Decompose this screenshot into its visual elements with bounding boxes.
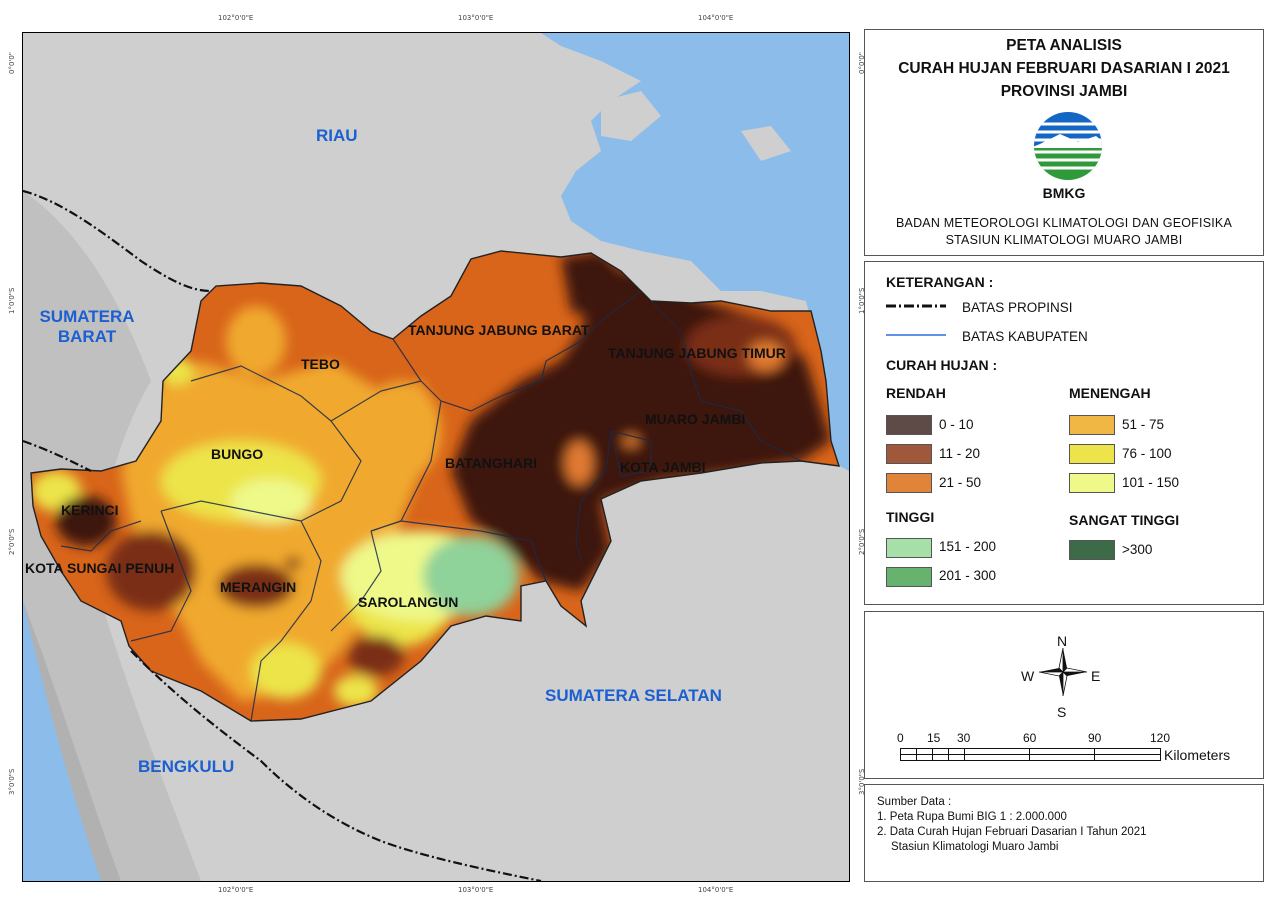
compass-scale-panel: N S W E 0 15 30 60 90 120 Kilometers: [864, 611, 1264, 779]
legend-class-76-100: 76 - 100: [1122, 446, 1172, 461]
legend-class-11-20: 11 - 20: [939, 446, 981, 461]
compass-rose-icon: [1039, 648, 1087, 696]
label-kerinci: KERINCI: [61, 502, 119, 518]
jambi-outline: [30, 250, 841, 722]
scale-tick-120: 120: [1150, 731, 1171, 745]
coord-bottom-104: 104°0'0"E: [698, 886, 734, 894]
mountain-shading: [23, 191, 201, 881]
coord-top-103: 103°0'0"E: [458, 14, 494, 22]
swatch-51-75: [1069, 415, 1115, 435]
island: [601, 91, 661, 141]
bmkg-logo-icon: [1034, 112, 1102, 180]
label-merangin: MERANGIN: [220, 579, 297, 595]
legend-class-201-300: 201 - 300: [939, 568, 997, 583]
coord-top-102: 102°0'0"E: [218, 14, 254, 22]
province-boundaries: [23, 189, 542, 881]
map-frame[interactable]: RIAU SUMATERA BARAT SUMATERA SELATAN BEN…: [22, 32, 850, 882]
scale-tick-0: 0: [897, 731, 904, 745]
scale-tick-15: 15: [927, 731, 941, 745]
legend-class-151-200: 151 - 200: [939, 539, 997, 554]
swatch-201-300: [886, 567, 932, 587]
swatch-0-10: [886, 415, 932, 435]
bmkg-logo: [1030, 110, 1106, 194]
coord-bottom-103: 103°0'0"E: [458, 886, 494, 894]
legend-class-101-150: 101 - 150: [1122, 475, 1180, 490]
sea-west: [23, 601, 101, 881]
source-line-3: Stasiun Klimatologi Muaro Jambi: [891, 841, 1059, 853]
island: [741, 126, 791, 161]
source-line-2: 2. Data Curah Hujan Februari Dasarian I …: [877, 826, 1147, 838]
agency-line-1: BADAN METEOROLOGI KLIMATOLOGI DAN GEOFIS…: [896, 216, 1232, 230]
coord-left-0: 0°0'0": [8, 51, 16, 74]
label-kota-sungai-penuh: KOTA SUNGAI PENUH: [25, 560, 175, 576]
coord-left-2: 2°0'0"S: [8, 528, 16, 555]
bmkg-logo-text: BMKG: [1042, 185, 1086, 201]
scale-tick-90: 90: [1088, 731, 1102, 745]
legend-panel: KETERANGAN : BATAS PROPINSI BATAS KABUPA…: [864, 261, 1264, 605]
compass-n: N: [1057, 633, 1068, 649]
label-riau: RIAU: [316, 126, 358, 145]
source-panel: Sumber Data : 1. Peta Rupa Bumi BIG 1 : …: [864, 784, 1264, 882]
swatch-76-100: [1069, 444, 1115, 464]
swatch-gt-300: [1069, 540, 1115, 560]
title-line-2: CURAH HUJAN FEBRUARI DASARIAN I 2021: [898, 60, 1230, 77]
legend-group-rendah: RENDAH: [886, 385, 946, 401]
compass-s: S: [1057, 704, 1067, 720]
legend-batas-propinsi: BATAS PROPINSI: [962, 300, 1073, 315]
label-tanjung-jabung-timur: TANJUNG JABUNG TIMUR: [608, 345, 786, 361]
label-muaro-jambi: MUARO JAMBI: [645, 411, 746, 427]
legend-group-menengah: MENENGAH: [1069, 385, 1151, 401]
label-tebo: TEBO: [301, 356, 340, 372]
swatch-21-50: [886, 473, 932, 493]
label-batanghari: BATANGHARI: [445, 455, 538, 471]
source-title: Sumber Data :: [877, 796, 952, 808]
swatch-101-150: [1069, 473, 1115, 493]
legend-class-21-50: 21 - 50: [939, 475, 982, 490]
compass-e: E: [1091, 668, 1101, 684]
coord-left-1: 1°0'0"S: [8, 287, 16, 314]
scale-tick-60: 60: [1023, 731, 1037, 745]
label-bengkulu: BENGKULU: [138, 757, 235, 776]
legend-class-gt-300: >300: [1122, 542, 1153, 557]
legend-group-sangat-tinggi: SANGAT TINGGI: [1069, 512, 1180, 528]
label-sarolangun: SAROLANGUN: [358, 594, 459, 610]
scale-tick-30: 30: [957, 731, 971, 745]
label-sumatera-barat: SUMATERA BARAT: [39, 307, 135, 346]
swatch-151-200: [886, 538, 932, 558]
label-tanjung-jabung-barat: TANJUNG JABUNG BARAT: [408, 322, 590, 338]
scale-unit: Kilometers: [1164, 747, 1231, 763]
label-kota-jambi: KOTA JAMBI: [620, 459, 706, 475]
rainfall-map: [23, 33, 849, 881]
label-bungo: BUNGO: [211, 446, 264, 462]
legend-title: KETERANGAN :: [886, 274, 994, 290]
regency-boundaries: [60, 290, 802, 722]
agency-line-2: STASIUN KLIMATOLOGI MUARO JAMBI: [945, 233, 1183, 247]
regency-boundary-symbol: [886, 334, 946, 336]
swatch-11-20: [886, 444, 932, 464]
compass-w: W: [1021, 668, 1035, 684]
title-panel: PETA ANALISIS CURAH HUJAN FEBRUARI DASAR…: [864, 29, 1264, 256]
legend-class-0-10: 0 - 10: [939, 417, 974, 432]
title-line-3: PROVINSI JAMBI: [1000, 83, 1128, 100]
province-boundary-symbol: [886, 304, 946, 308]
legend-group-tinggi: TINGGI: [886, 509, 935, 525]
legend-batas-kabupaten: BATAS KABUPATEN: [962, 329, 1088, 344]
title-line-1: PETA ANALISIS: [1006, 37, 1122, 54]
scale-bar: [900, 748, 1161, 761]
legend-class-51-75: 51 - 75: [1122, 417, 1165, 432]
legend-curah-title: CURAH HUJAN :: [886, 357, 998, 373]
coord-top-104: 104°0'0"E: [698, 14, 734, 22]
source-line-1: 1. Peta Rupa Bumi BIG 1 : 2.000.000: [877, 811, 1067, 823]
coord-left-3: 3°0'0"S: [8, 768, 16, 795]
coord-bottom-102: 102°0'0"E: [218, 886, 254, 894]
label-sumatera-selatan: SUMATERA SELATAN: [545, 686, 722, 705]
